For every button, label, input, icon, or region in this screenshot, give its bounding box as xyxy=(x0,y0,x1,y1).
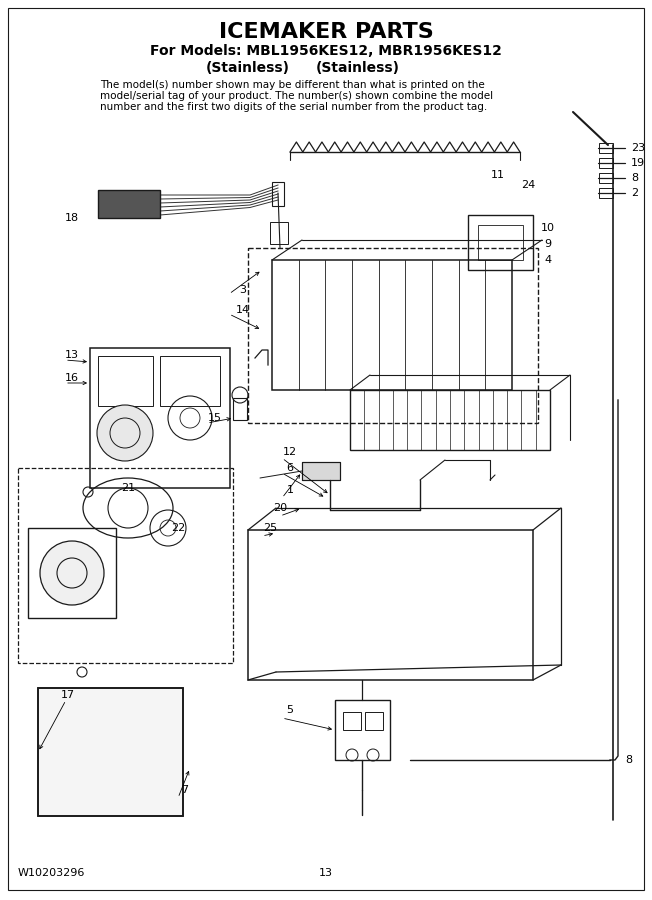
Text: 8: 8 xyxy=(631,173,638,183)
Text: 14: 14 xyxy=(236,305,250,315)
Text: 12: 12 xyxy=(283,447,297,457)
Text: 4: 4 xyxy=(544,255,552,265)
Text: ICEMAKER PARTS: ICEMAKER PARTS xyxy=(218,22,434,42)
Bar xyxy=(599,173,613,183)
Text: (Stainless): (Stainless) xyxy=(206,61,290,75)
Text: 20: 20 xyxy=(273,503,287,513)
Bar xyxy=(90,348,230,488)
Text: 11: 11 xyxy=(491,170,505,180)
Text: 19: 19 xyxy=(631,158,645,168)
Bar xyxy=(365,712,383,730)
Bar xyxy=(350,390,550,450)
Bar xyxy=(18,468,233,663)
Text: (Stainless): (Stainless) xyxy=(316,61,400,75)
Bar xyxy=(160,356,220,406)
Bar xyxy=(248,248,538,423)
Text: 7: 7 xyxy=(181,785,188,795)
Text: 25: 25 xyxy=(263,523,277,533)
Text: 17: 17 xyxy=(61,690,75,700)
Bar xyxy=(38,688,183,816)
Bar xyxy=(98,356,153,406)
Text: W10203296: W10203296 xyxy=(18,868,85,878)
Text: 10: 10 xyxy=(541,223,555,233)
Bar xyxy=(272,182,284,206)
Bar xyxy=(478,225,523,260)
Text: 13: 13 xyxy=(65,350,79,360)
Bar xyxy=(98,190,160,218)
Circle shape xyxy=(40,541,104,605)
Bar xyxy=(302,462,340,480)
Bar xyxy=(28,528,116,618)
Bar xyxy=(270,222,288,244)
Bar xyxy=(468,215,533,270)
Text: 3: 3 xyxy=(239,285,246,295)
Text: 21: 21 xyxy=(121,483,135,493)
Bar xyxy=(248,530,533,680)
Text: 18: 18 xyxy=(65,213,79,223)
Text: 22: 22 xyxy=(171,523,185,533)
Bar xyxy=(302,462,340,480)
Bar xyxy=(599,158,613,168)
Text: 8: 8 xyxy=(625,755,632,765)
Text: number and the first two digits of the serial number from the product tag.: number and the first two digits of the s… xyxy=(100,102,487,112)
Bar xyxy=(599,143,613,153)
Text: 9: 9 xyxy=(544,239,552,249)
Text: 6: 6 xyxy=(286,463,293,473)
Bar xyxy=(335,700,390,760)
Bar xyxy=(233,398,247,420)
Text: For Models: MBL1956KES12, MBR1956KES12: For Models: MBL1956KES12, MBR1956KES12 xyxy=(150,44,502,58)
Text: 1: 1 xyxy=(286,485,293,495)
Text: 24: 24 xyxy=(521,180,535,190)
Text: 2: 2 xyxy=(631,188,638,198)
Text: 23: 23 xyxy=(631,143,645,153)
Text: 15: 15 xyxy=(208,413,222,423)
Text: model/serial tag of your product. The number(s) shown combine the model: model/serial tag of your product. The nu… xyxy=(100,91,493,101)
Bar xyxy=(599,188,613,198)
Text: 13: 13 xyxy=(319,868,333,878)
Text: The model(s) number shown may be different than what is printed on the: The model(s) number shown may be differe… xyxy=(100,80,484,90)
Text: 5: 5 xyxy=(286,705,293,715)
Text: 16: 16 xyxy=(65,373,79,383)
Circle shape xyxy=(97,405,153,461)
Bar xyxy=(38,688,183,816)
Bar xyxy=(272,260,512,390)
Bar xyxy=(343,712,361,730)
